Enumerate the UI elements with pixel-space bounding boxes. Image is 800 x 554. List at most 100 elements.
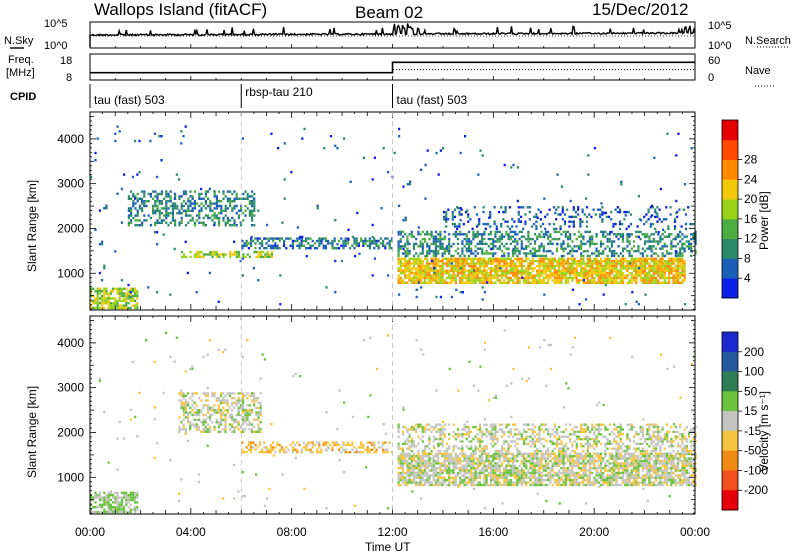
data-cell [231, 200, 234, 203]
data-cell [597, 252, 600, 255]
data-cell [650, 264, 653, 268]
data-cell [511, 452, 515, 455]
data-cell [571, 471, 574, 475]
data-cell [417, 233, 420, 236]
data-cell [360, 237, 363, 240]
data-cell [615, 281, 618, 284]
data-cell [439, 267, 442, 270]
data-cell [478, 247, 482, 250]
data-cell [430, 257, 433, 260]
data-cell [127, 302, 130, 305]
data-cell [504, 206, 507, 209]
data-cell [472, 464, 475, 467]
data-cell [626, 264, 629, 268]
data-cell [402, 247, 405, 251]
data-cell [239, 430, 242, 433]
data-cell [204, 428, 207, 431]
data-cell [217, 425, 220, 429]
data-cell [555, 281, 559, 284]
data-cell [182, 411, 185, 414]
data-cell [253, 418, 256, 421]
data-cell [220, 204, 223, 208]
data-cell [185, 202, 188, 205]
data-cell [213, 411, 216, 414]
data-cell [334, 144, 337, 147]
data-cell [94, 306, 97, 310]
data-cell [673, 218, 677, 221]
data-cell [573, 455, 576, 458]
data-cell [120, 501, 123, 504]
data-cell [246, 397, 249, 400]
data-cell [522, 464, 526, 467]
data-cell [681, 269, 684, 272]
data-cell [540, 476, 543, 479]
data-cell [456, 459, 460, 463]
data-cell [224, 399, 227, 402]
data-cell [200, 192, 203, 196]
data-cell [132, 202, 135, 205]
data-cell [191, 195, 194, 198]
data-cell [465, 237, 468, 241]
data-cell [527, 267, 530, 270]
data-cell [318, 244, 321, 247]
data-cell [233, 207, 236, 210]
data-cell [566, 457, 570, 460]
data-cell [269, 451, 272, 454]
data-cell [619, 267, 622, 270]
data-cell [129, 299, 132, 302]
data-cell [540, 452, 543, 455]
data-cell [525, 274, 528, 277]
data-cell [222, 413, 225, 417]
data-cell [511, 481, 515, 484]
data-cell [529, 249, 532, 253]
data-cell [563, 213, 567, 216]
data-cell [134, 224, 137, 227]
data-cell [452, 254, 455, 258]
data-cell [539, 218, 542, 221]
data-cell [237, 409, 240, 412]
data-cell [588, 254, 592, 258]
data-cell [253, 214, 256, 217]
data-cell [694, 249, 697, 253]
data-cell [209, 209, 212, 212]
data-cell [536, 264, 539, 268]
data-cell [496, 262, 499, 265]
data-cell [582, 257, 585, 260]
data-cell [450, 279, 453, 282]
data-cell [294, 239, 297, 243]
data-cell [248, 255, 252, 259]
data-cell [154, 204, 157, 208]
data-cell [430, 242, 433, 246]
data-cell [280, 446, 283, 449]
data-cell [434, 249, 438, 253]
data-cell [270, 132, 273, 135]
data-cell [470, 481, 473, 484]
data-cell [224, 204, 227, 208]
data-cell [443, 252, 446, 255]
data-cell [569, 476, 572, 479]
power-heatmap [90, 125, 697, 310]
data-cell [373, 451, 376, 454]
data-cell [193, 423, 196, 426]
data-cell [520, 267, 523, 270]
data-cell [472, 281, 475, 284]
data-cell [421, 247, 424, 250]
data-cell [105, 498, 108, 502]
data-cell [531, 462, 534, 465]
data-cell [520, 481, 523, 484]
data-cell [355, 237, 358, 240]
data-cell [560, 467, 563, 470]
data-cell [641, 254, 644, 258]
data-cell [428, 245, 431, 248]
data-cell [566, 281, 570, 284]
data-cell [116, 496, 119, 499]
data-cell [494, 479, 497, 482]
data-cell [489, 455, 493, 458]
data-cell [540, 464, 543, 467]
data-cell [657, 267, 660, 270]
data-cell [560, 272, 563, 275]
data-cell [397, 455, 400, 458]
data-cell [690, 242, 693, 246]
data-cell [213, 425, 216, 429]
data-cell [404, 276, 407, 280]
